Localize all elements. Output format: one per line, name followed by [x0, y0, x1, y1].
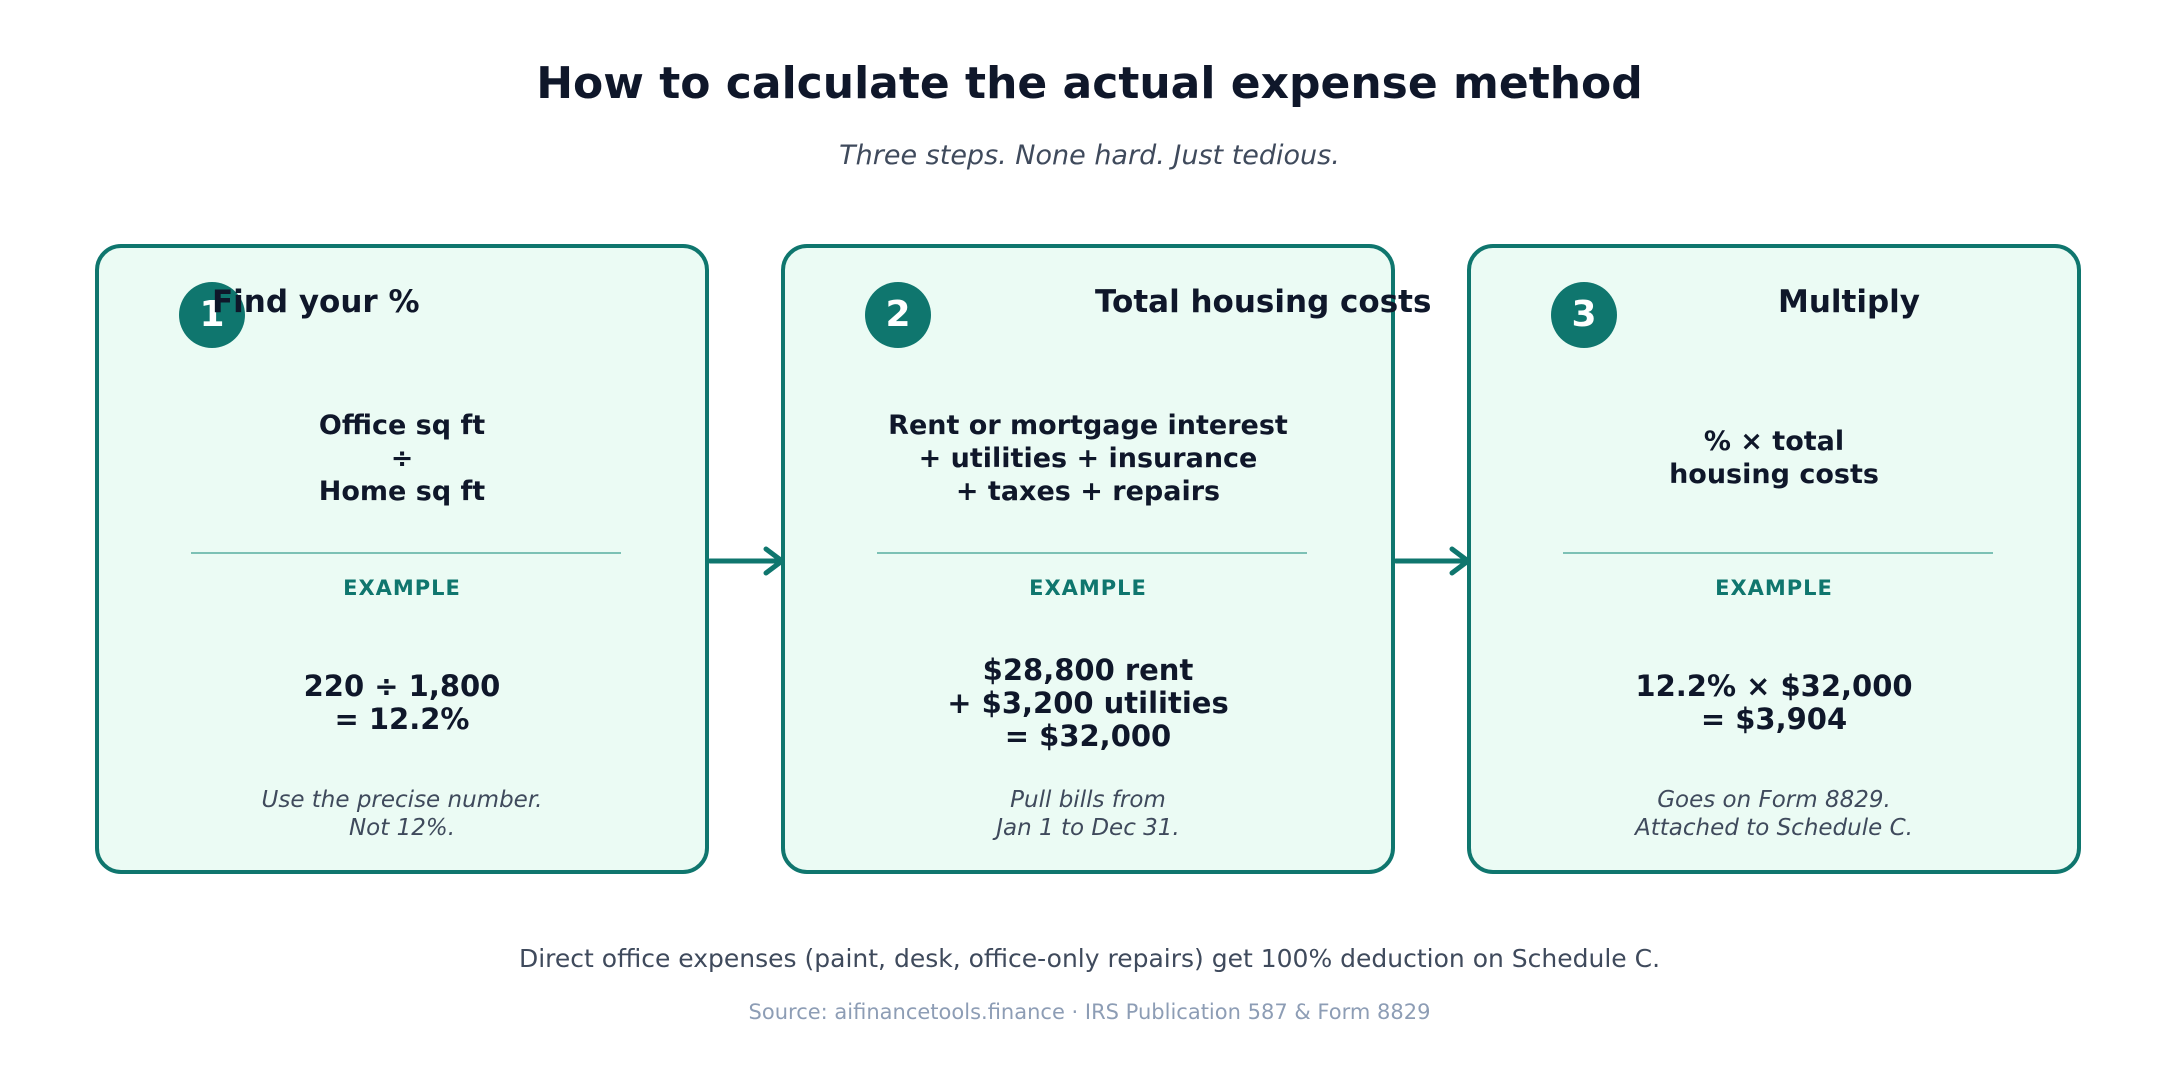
example-label: EXAMPLE — [1715, 576, 1833, 600]
note-line: Use the precise number. — [261, 787, 543, 813]
example-line: = 12.2% — [334, 702, 470, 736]
example-label: EXAMPLE — [343, 576, 461, 600]
formula-line: + utilities + insurance — [918, 442, 1258, 474]
example-line: = $3,904 — [1700, 702, 1848, 736]
step-card-2: 2 Total housing costs Rent or mortgage i… — [781, 244, 1431, 874]
step-example: 12.2% × $32,000 = $3,904 — [1471, 628, 2077, 778]
note-line: Not 12%. — [348, 815, 456, 841]
card-divider — [1563, 552, 1993, 554]
step-example: $28,800 rent + $3,200 utilities = $32,00… — [785, 628, 1391, 778]
step-formula: % × total housing costs — [1471, 388, 2077, 528]
step-note: Pull bills from Jan 1 to Dec 31. — [785, 786, 1391, 842]
step-card-3: 3 Multiply % × total housing costs EXAMP… — [1467, 244, 2081, 874]
formula-line: housing costs — [1669, 459, 1879, 490]
step-note: Goes on Form 8829. Attached to Schedule … — [1471, 786, 2077, 842]
step-number-badge: 3 — [1551, 282, 1617, 348]
step-number-badge: 2 — [865, 282, 931, 348]
footer-note: Direct office expenses (paint, desk, off… — [518, 944, 1661, 973]
example-line: + $3,200 utilities — [947, 685, 1229, 720]
arrow-right-icon — [1394, 546, 1471, 576]
formula-line: Office sq ft — [318, 409, 486, 441]
example-line: = $32,000 — [1004, 718, 1172, 753]
card-divider — [191, 552, 621, 554]
step-title: Total housing costs — [1095, 284, 1432, 320]
page-title: How to calculate the actual expense meth… — [536, 58, 1643, 109]
formula-line: Home sq ft — [318, 475, 486, 507]
arrow-right-icon — [708, 546, 785, 576]
step-number-badge: 1 — [179, 282, 245, 348]
example-label: EXAMPLE — [1029, 576, 1147, 600]
formula-line: + taxes + repairs — [955, 475, 1221, 507]
note-line: Goes on Form 8829. — [1657, 787, 1891, 813]
example-line: 220 ÷ 1,800 — [303, 669, 501, 703]
step-example: 220 ÷ 1,800 = 12.2% — [99, 628, 705, 778]
note-line: Pull bills from — [1010, 787, 1166, 813]
formula-line: % × total — [1703, 426, 1845, 457]
card-divider — [877, 552, 1307, 554]
formula-line: Rent or mortgage interest — [888, 409, 1288, 441]
page-subtitle: Three steps. None hard. Just tedious. — [839, 140, 1340, 171]
example-line: $28,800 rent — [982, 652, 1194, 687]
formula-line: ÷ — [390, 442, 414, 474]
note-line: Attached to Schedule C. — [1635, 815, 1913, 841]
step-title: Find your % — [212, 284, 420, 320]
step-card-1: 1 Find your % Office sq ft ÷ Home sq ft … — [95, 244, 709, 874]
note-line: Jan 1 to Dec 31. — [996, 815, 1180, 841]
source-credit: Source: aifinancetools.finance · IRS Pub… — [748, 1000, 1431, 1024]
step-note: Use the precise number. Not 12%. — [99, 786, 705, 842]
step-title: Multiply — [1778, 284, 1921, 320]
step-formula: Rent or mortgage interest + utilities + … — [785, 388, 1391, 528]
example-line: 12.2% × $32,000 — [1635, 669, 1913, 703]
step-formula: Office sq ft ÷ Home sq ft — [99, 388, 705, 528]
